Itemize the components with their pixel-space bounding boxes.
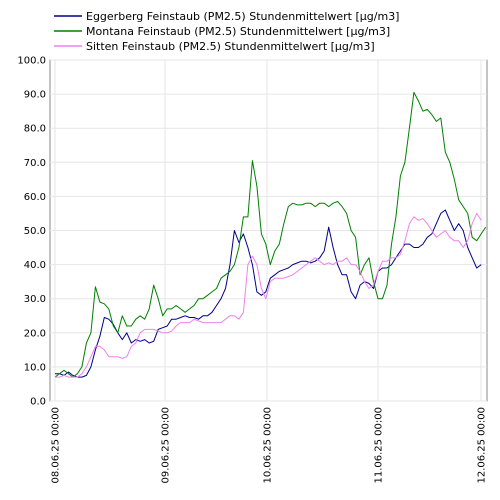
y-tick-label: 90.0 [24, 90, 46, 101]
legend-label: Sitten Feinstaub (PM2.5) Stundenmittelwe… [86, 40, 375, 53]
legend-label: Eggerberg Feinstaub (PM2.5) Stundenmitte… [86, 10, 399, 23]
x-axis: 08.06.25 00:00 09.06.25 00:00 10.06.25 00:… [51, 407, 488, 484]
y-tick-label: 10.0 [24, 362, 46, 373]
x-tick-label: 09.06.25 00:00 [161, 407, 172, 484]
y-tick-label: 30.0 [24, 294, 46, 305]
y-tick-label: 70.0 [24, 158, 46, 169]
grid [50, 59, 487, 402]
y-tick-label: 100.0 [17, 56, 46, 67]
series-line-3 [55, 212, 482, 378]
x-tick-label: 10.06.25 00:00 [263, 407, 274, 484]
legend-label: Montana Feinstaub (PM2.5) Stundenmittelw… [86, 25, 390, 38]
y-tick-label: 50.0 [24, 226, 46, 237]
series-line-2 [54, 91, 487, 378]
y-tick-label: 80.0 [24, 124, 46, 135]
y-tick-label: 40.0 [24, 260, 46, 271]
series-line-1 [55, 209, 482, 378]
legend: Eggerberg Feinstaub (PM2.5) Stundenmitte… [54, 10, 399, 53]
y-tick-label: 20.0 [24, 328, 46, 339]
x-tick-label: 11.06.25 00:00 [374, 407, 385, 484]
x-tick-label: 12.06.25 00:00 [477, 407, 488, 484]
y-tick-label: 60.0 [24, 192, 46, 203]
series-group [54, 91, 487, 378]
x-tick-label: 08.06.25 00:00 [51, 407, 62, 484]
y-axis: 0.0 10.0 20.0 30.0 40.0 50.0 60.0 70.0 80.0 90.0 1… [17, 56, 46, 408]
y-tick-label: 0.0 [30, 397, 46, 408]
